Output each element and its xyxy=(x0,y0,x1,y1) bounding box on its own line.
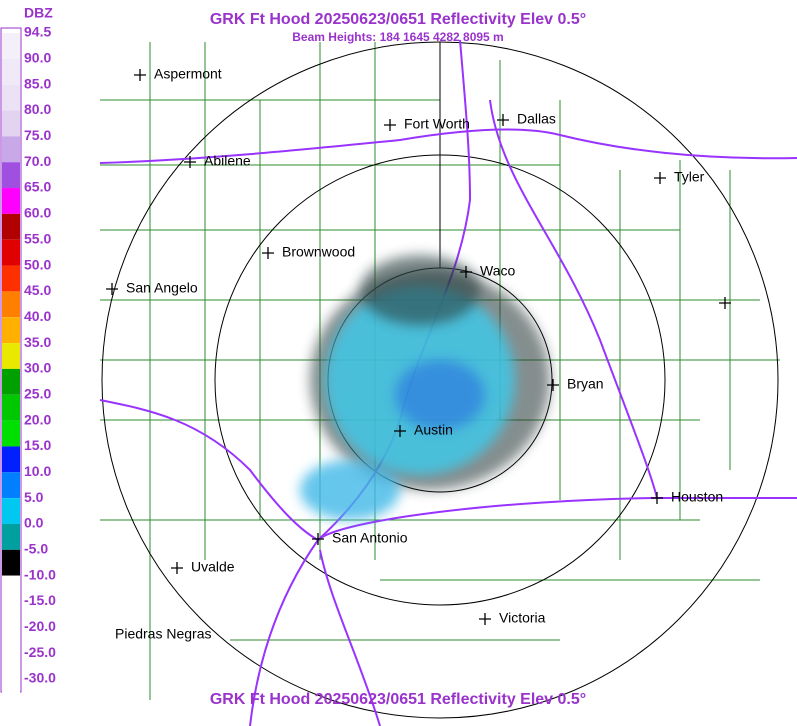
scale-label: 80.0 xyxy=(24,101,51,117)
scale-swatch xyxy=(2,343,20,369)
city-label: Victoria xyxy=(499,610,546,626)
scale-swatch xyxy=(2,368,20,395)
scale-swatch xyxy=(2,627,20,654)
city-marker xyxy=(134,69,146,81)
scale-unit: DBZ xyxy=(24,5,53,21)
scale-label: 10.0 xyxy=(24,463,51,479)
scale-label: 5.0 xyxy=(24,489,44,505)
scale-label: 35.0 xyxy=(24,334,51,350)
scale-swatch xyxy=(2,653,20,679)
scale-label: 0.0 xyxy=(24,515,44,531)
scale-label: 40.0 xyxy=(24,308,51,324)
city-marker xyxy=(384,119,396,131)
city-label: Brownwood xyxy=(282,244,355,260)
scale-label: 20.0 xyxy=(24,411,51,427)
scale-label: -10.0 xyxy=(24,566,56,582)
subtitle: Beam Heights: 184 1645 4282 8095 m xyxy=(292,30,503,44)
city-label: Aspermont xyxy=(154,66,222,82)
city-label: Austin xyxy=(414,422,453,438)
city-label: Abilene xyxy=(204,153,251,169)
city-label: Piedras Negras xyxy=(115,626,212,642)
scale-swatch xyxy=(2,394,20,421)
city-marker xyxy=(479,613,491,625)
city-label: Tyler xyxy=(674,169,705,185)
scale-label: 85.0 xyxy=(24,75,51,91)
city-label: Bryan xyxy=(567,376,604,392)
scale-swatch xyxy=(2,291,20,318)
scale-swatch xyxy=(2,33,20,59)
city-marker xyxy=(719,297,731,309)
scale-label: 30.0 xyxy=(24,360,51,376)
scale-label: -30.0 xyxy=(24,670,56,686)
scale-label: -25.0 xyxy=(24,644,56,660)
city-marker xyxy=(654,172,666,184)
scale-label: 45.0 xyxy=(24,282,51,298)
city-marker xyxy=(394,425,406,437)
scale-label: 50.0 xyxy=(24,256,51,272)
scale-label: 90.0 xyxy=(24,50,51,66)
radar-echo xyxy=(300,255,550,520)
scale-swatch xyxy=(2,213,20,240)
city-marker xyxy=(460,266,472,278)
city-marker xyxy=(262,247,274,259)
scale-label: 15.0 xyxy=(24,437,51,453)
scale-label: 70.0 xyxy=(24,153,51,169)
cities: Aspermont Fort Worth Dallas Abilene Tyler Bro… xyxy=(106,66,731,642)
scale-label: 65.0 xyxy=(24,179,51,195)
scale-swatch xyxy=(2,679,20,705)
scale-swatch xyxy=(2,601,20,628)
scale-swatch xyxy=(2,498,20,524)
scale-label: 55.0 xyxy=(24,230,51,246)
scale-label: -5.0 xyxy=(24,541,48,557)
city-label: Waco xyxy=(480,263,515,279)
scale-swatch xyxy=(2,58,20,85)
city-label: Uvalde xyxy=(191,559,235,575)
city-label: Houston xyxy=(671,489,723,505)
scale-swatch xyxy=(2,265,20,292)
city-marker xyxy=(497,114,509,126)
city-marker xyxy=(651,492,663,504)
scale-swatch xyxy=(2,239,20,266)
scale-swatch xyxy=(2,420,20,447)
title: GRK Ft Hood 20250623/0651 Reflectivity E… xyxy=(210,11,586,28)
city-marker xyxy=(171,562,183,574)
scale-label: -15.0 xyxy=(24,592,56,608)
scale-swatch xyxy=(2,549,20,576)
city-label: Fort Worth xyxy=(404,116,470,132)
scale-swatch xyxy=(2,136,20,163)
color-scale: DBZ 94.5 90.0 85.0 80.0 75.0 70.0 65.0 60.0 55.0 5… xyxy=(0,5,56,705)
scale-swatch xyxy=(2,317,20,344)
scale-swatch xyxy=(2,84,20,111)
city-marker xyxy=(547,379,559,391)
city-marker xyxy=(106,283,118,295)
scale-label: -20.0 xyxy=(24,618,56,634)
scale-swatch xyxy=(2,523,20,550)
city-marker xyxy=(184,156,196,168)
scale-swatch xyxy=(2,188,20,214)
city-marker xyxy=(312,533,324,545)
scale-swatch xyxy=(2,110,20,137)
city-label: San Antonio xyxy=(332,530,408,546)
scale-swatch xyxy=(2,446,20,473)
scale-label: 94.5 xyxy=(24,24,51,40)
scale-label: 25.0 xyxy=(24,385,51,401)
scale-swatch xyxy=(2,162,20,189)
city-label: San Angelo xyxy=(126,280,198,296)
scale-label: 75.0 xyxy=(24,127,51,143)
city-label: Dallas xyxy=(517,111,556,127)
scale-label: 60.0 xyxy=(24,205,51,221)
scale-swatch xyxy=(2,472,20,499)
scale-swatch xyxy=(2,575,20,602)
footer-title: GRK Ft Hood 20250623/0651 Reflectivity E… xyxy=(210,691,586,708)
